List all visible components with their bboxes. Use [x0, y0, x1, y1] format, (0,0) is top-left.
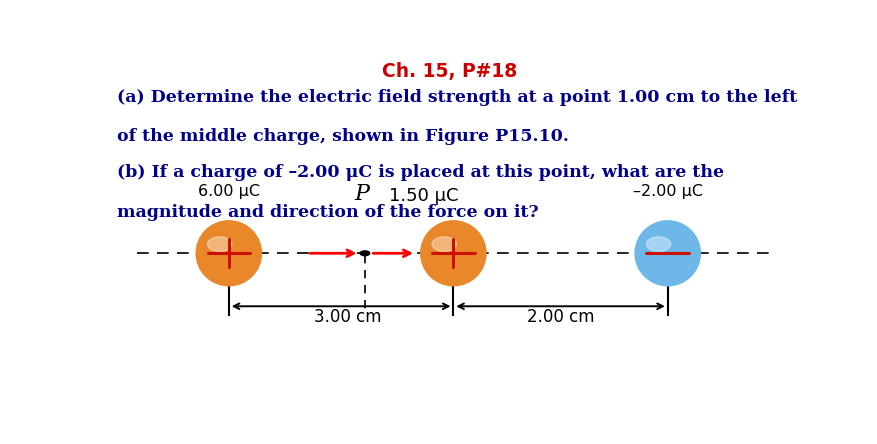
Text: (b) If a charge of –2.00 μC is placed at this point, what are the: (b) If a charge of –2.00 μC is placed at…: [117, 164, 723, 182]
Text: Ch. 15, P#18: Ch. 15, P#18: [381, 62, 517, 81]
Text: of the middle charge, shown in Figure P15.10.: of the middle charge, shown in Figure P1…: [117, 128, 567, 146]
Ellipse shape: [420, 221, 486, 286]
Text: 2.00 cm: 2.00 cm: [526, 308, 594, 326]
Ellipse shape: [431, 237, 456, 251]
Text: –2.00 μC: –2.00 μC: [632, 183, 702, 198]
Text: P: P: [353, 183, 368, 206]
Text: 1.50 μC: 1.50 μC: [389, 187, 458, 206]
Ellipse shape: [207, 237, 232, 251]
Circle shape: [360, 251, 369, 256]
Text: magnitude and direction of the force on it?: magnitude and direction of the force on …: [117, 204, 538, 221]
Text: 6.00 μC: 6.00 μC: [197, 183, 260, 198]
Ellipse shape: [634, 221, 700, 286]
Text: 3.00 cm: 3.00 cm: [314, 308, 381, 326]
Text: (a) Determine the electric field strength at a point 1.00 cm to the left: (a) Determine the electric field strengt…: [117, 89, 796, 106]
Ellipse shape: [196, 221, 261, 286]
Ellipse shape: [645, 237, 670, 251]
